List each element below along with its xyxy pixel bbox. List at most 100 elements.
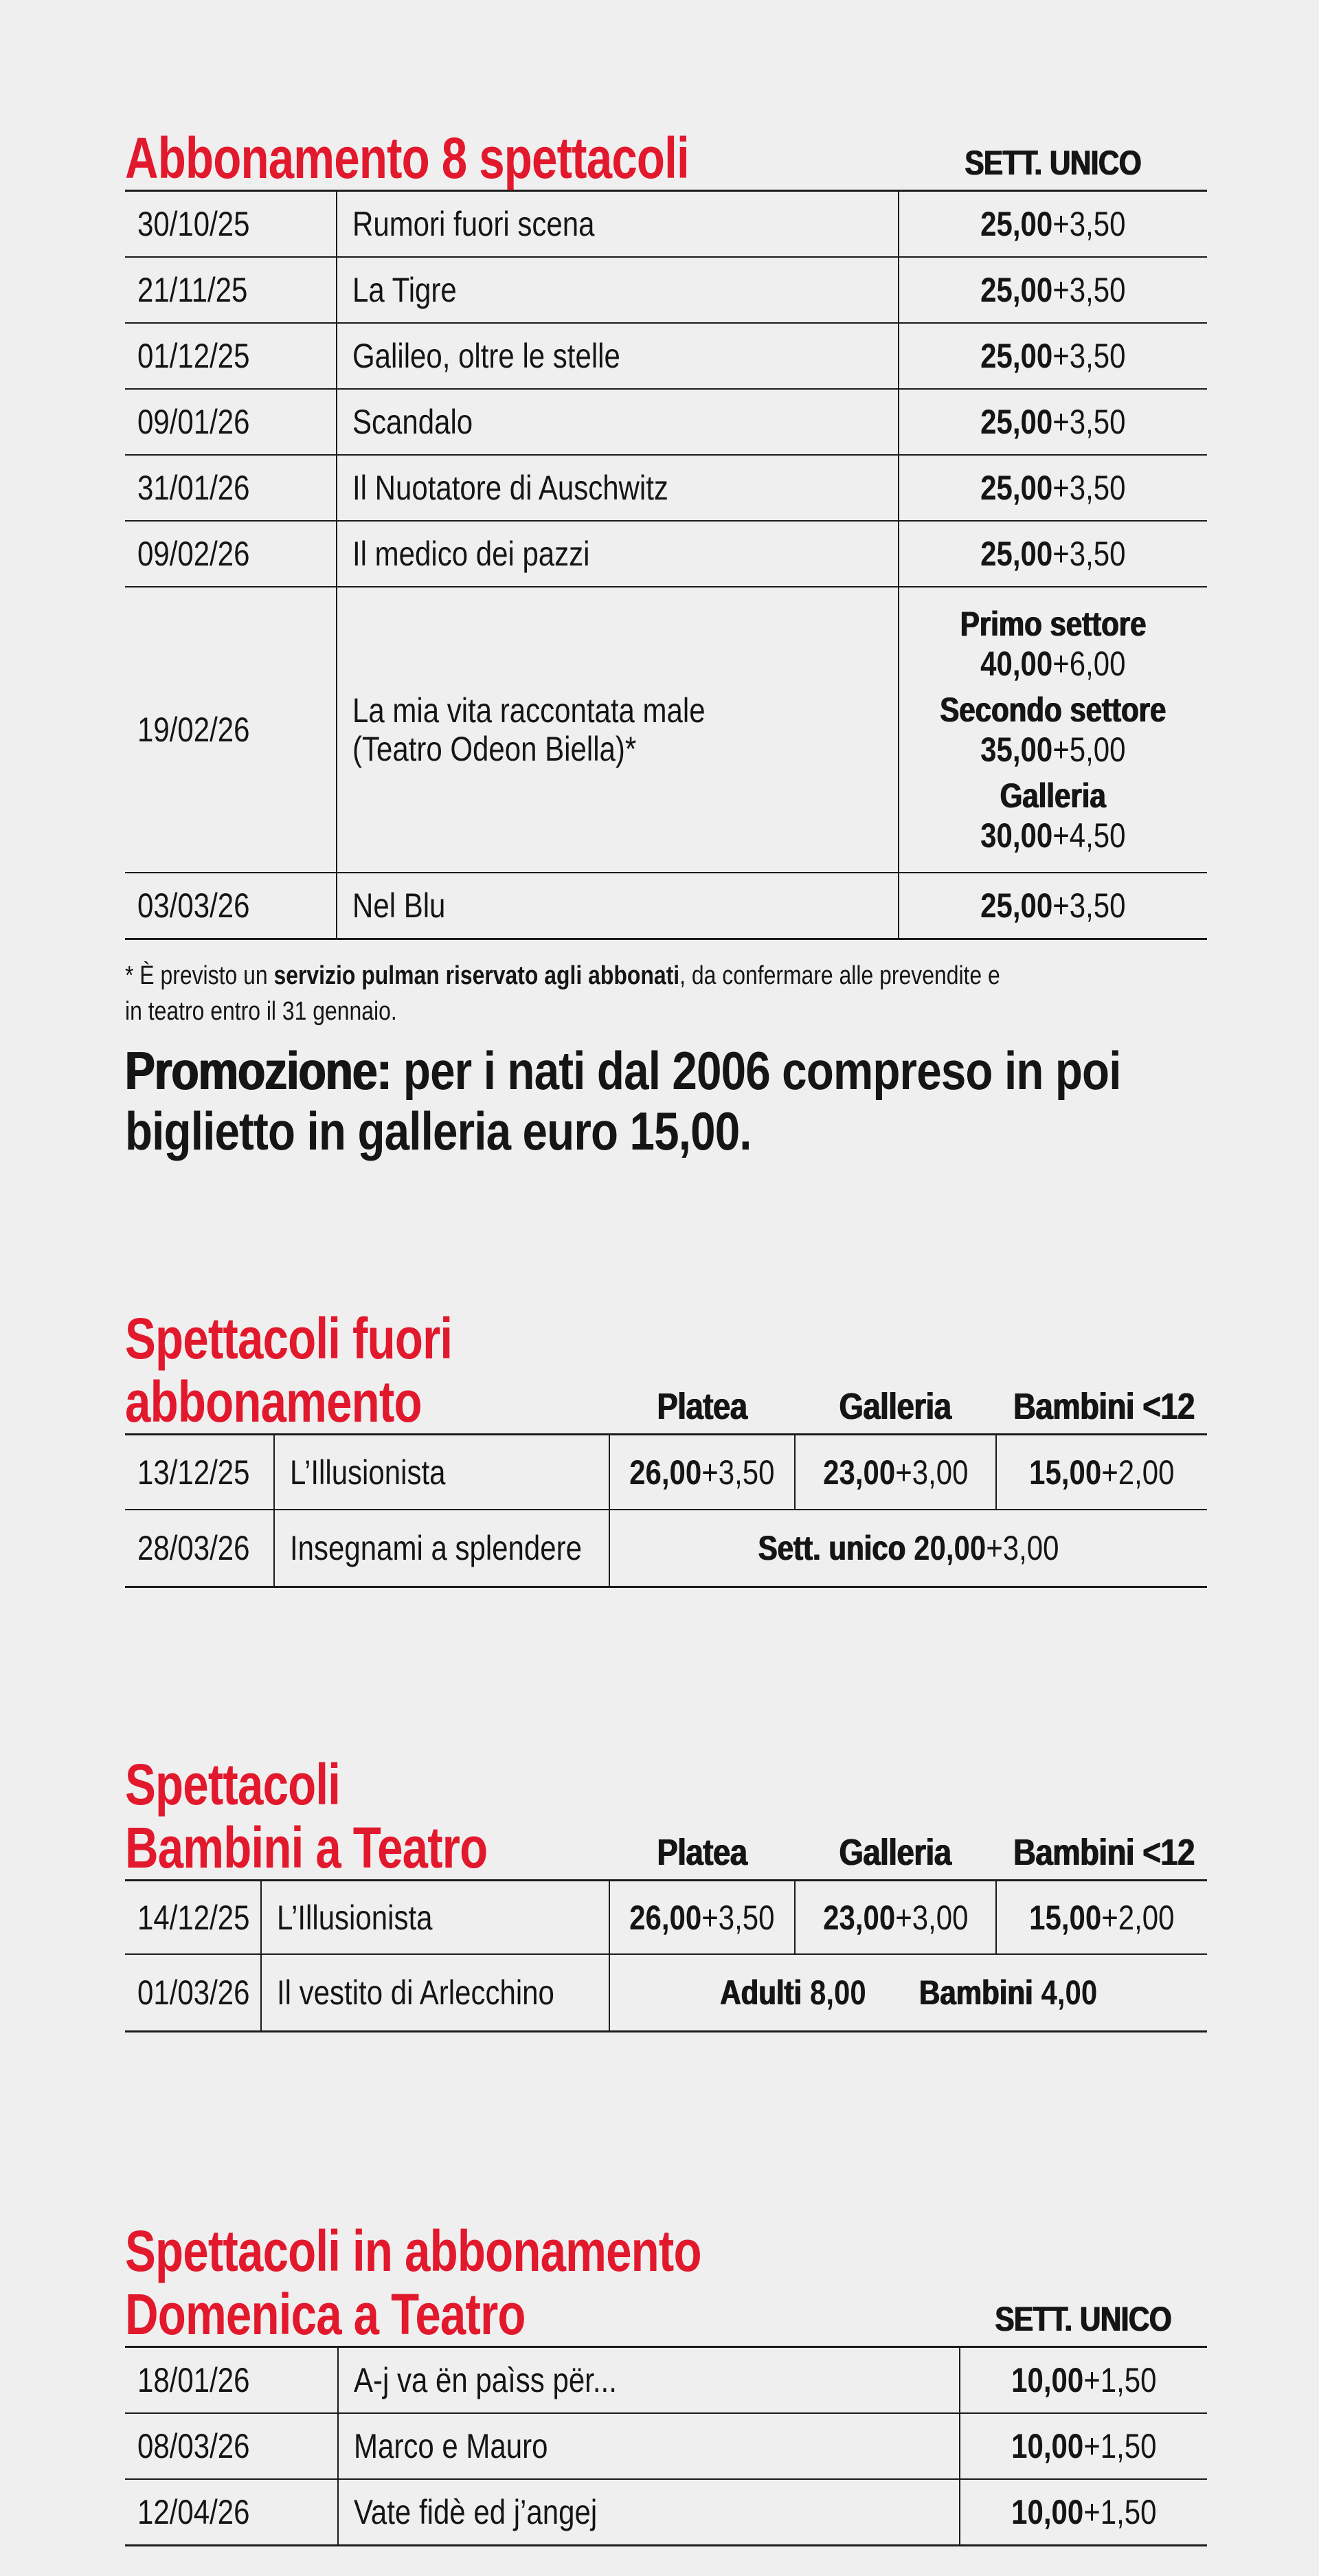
section-title-line2: abbonamento — [125, 1369, 422, 1434]
price-main: 25,00 — [980, 469, 1053, 507]
promo-text: Promozione: per i nati dal 2006 compreso… — [125, 1040, 1207, 1161]
price-main: 25,00 — [980, 205, 1053, 243]
cell-price-bambini: 15,00+2,00 — [996, 1881, 1207, 1955]
price-bambini: 4,00 — [1041, 1973, 1097, 2012]
cell-date: 09/01/26 — [125, 388, 337, 455]
cell-price: 25,00+3,50 — [899, 256, 1207, 323]
abbonamento-header: Abbonamento 8 spettacoli SETT. UNICO — [125, 126, 1207, 190]
section-title-line2: Bambini a Teatro — [125, 1815, 488, 1880]
price-fee: +3,50 — [1052, 403, 1126, 441]
section-title-line1: Spettacoli fuori — [125, 1306, 453, 1371]
cell-show: L’Illusionista — [261, 1880, 610, 1954]
cell-date: 01/12/25 — [125, 322, 337, 389]
price-fee: +2,00 — [1101, 1453, 1175, 1492]
price-fee: +3,50 — [1052, 469, 1126, 507]
show-title-line1: La mia vita raccontata male — [352, 691, 706, 730]
cell-price-bambini: 15,00+2,00 — [996, 1435, 1207, 1510]
cell-date: 12/04/26 — [125, 2478, 339, 2546]
cell-show: Marco e Mauro — [338, 2412, 960, 2479]
price-label-adulti: Adulti — [720, 1973, 802, 2012]
section-abbonamento: Abbonamento 8 spettacoli SETT. UNICO 30/… — [125, 126, 1207, 1161]
table-row: 14/12/25 L’Illusionista 26,00+3,50 23,00… — [125, 1880, 1207, 1955]
table-row: 08/03/26 Marco e Mauro 10,00+1,50 — [125, 2412, 1207, 2479]
cell-price-groups: Adulti 8,00 Bambini 4,00 — [609, 1953, 1207, 2032]
section-bambini-a-teatro: Spettacoli Bambini a Teatro Platea Galle… — [125, 1753, 1207, 2032]
table-row: 03/03/26 Nel Blu 25,00+3,50 — [125, 872, 1207, 939]
bambini-table: 14/12/25 L’Illusionista 26,00+3,50 23,00… — [125, 1879, 1207, 2032]
price-main: 10,00 — [1011, 2427, 1083, 2465]
price-fee: +1,50 — [1083, 2361, 1157, 2399]
price-fee: +1,50 — [1083, 2427, 1157, 2465]
section-title-text: Abbonamento 8 spettacoli — [125, 126, 690, 190]
cell-price: 25,00+3,50 — [899, 872, 1207, 939]
column-header-platea: Platea — [657, 1386, 747, 1427]
column-header-bambini: Bambini <12 — [1013, 1386, 1195, 1427]
price-fee: +1,50 — [1083, 2493, 1157, 2531]
price-main: 15,00 — [1029, 1898, 1102, 1937]
column-header-galleria: Galleria — [839, 1832, 952, 1873]
price-fee: +3,50 — [1052, 535, 1126, 573]
price-fee: +3,50 — [701, 1453, 775, 1492]
section-title-line1: Spettacoli — [125, 1752, 341, 1817]
table-row: 13/12/25 L’Illusionista 26,00+3,50 23,00… — [125, 1434, 1207, 1510]
cell-price: 25,00+3,50 — [899, 322, 1207, 389]
cell-price-platea: 26,00+3,50 — [609, 1880, 796, 1954]
price-fee: +3,50 — [1052, 337, 1126, 375]
table-row: 01/03/26 Il vestito di Arlecchino Adulti… — [125, 1953, 1207, 2032]
price-main: 30,00 — [980, 816, 1053, 855]
domenica-header: Spettacoli in abbonamento Domenica a Tea… — [125, 2219, 1207, 2346]
section-title-abbonamento: Abbonamento 8 spettacoli — [125, 126, 899, 190]
price-main: 35,00 — [980, 730, 1053, 769]
cell-date: 18/01/26 — [125, 2347, 339, 2413]
table-row: 12/04/26 Vate fidè ed j’angej 10,00+1,50 — [125, 2478, 1207, 2546]
cell-price: 25,00+3,50 — [899, 454, 1207, 521]
price-label-bambini: Bambini — [918, 1973, 1033, 2012]
section-title-domenica: Spettacoli in abbonamento Domenica a Tea… — [125, 2219, 960, 2346]
cell-show: Scandalo — [337, 388, 899, 455]
price-main: 25,00 — [980, 403, 1053, 441]
table-row: 28/03/26 Insegnami a splendere Sett. uni… — [125, 1509, 1207, 1587]
cell-date: 30/10/25 — [125, 190, 337, 257]
cell-show: La Tigre — [337, 256, 899, 323]
cell-price-sett-unico: Sett. unico 20,00+3,00 — [609, 1509, 1207, 1587]
column-header-bambini: Bambini <12 — [1013, 1832, 1195, 1873]
price-adulti: 8,00 — [809, 1973, 866, 2012]
cell-date: 14/12/25 — [125, 1880, 262, 1954]
tier-price: 40,00+6,00 — [900, 644, 1206, 684]
cell-date: 31/01/26 — [125, 454, 337, 521]
column-header-sett-unico: SETT. UNICO — [995, 2300, 1172, 2338]
cell-show: A-j va ën paìss për... — [338, 2347, 960, 2413]
table-row: 21/11/25 La Tigre 25,00+3,50 — [125, 256, 1207, 323]
cell-date: 13/12/25 — [125, 1434, 275, 1510]
price-tier: Galleria 30,00+4,50 — [900, 776, 1206, 855]
cell-date: 19/02/26 — [125, 586, 337, 873]
section-domenica-a-teatro: Spettacoli in abbonamento Domenica a Tea… — [125, 2219, 1207, 2546]
price-fee: +4,50 — [1052, 816, 1126, 855]
price-main: 25,00 — [980, 271, 1053, 309]
cell-price-tiers: Primo settore 40,00+6,00 Secondo settore… — [899, 586, 1207, 873]
cell-date: 09/02/26 — [125, 520, 337, 587]
price-main: 10,00 — [1011, 2361, 1083, 2399]
column-header-sett-unico: SETT. UNICO — [965, 144, 1141, 182]
cell-date: 08/03/26 — [125, 2412, 339, 2479]
cell-price: 25,00+3,50 — [899, 520, 1207, 587]
price-main: 23,00 — [822, 1898, 895, 1937]
cell-price-galleria: 23,00+3,00 — [795, 1880, 997, 1954]
bambini-header: Spettacoli Bambini a Teatro Platea Galle… — [125, 1753, 1207, 1879]
footnote-bold-text: servizio pulman riservato agli abbonati — [273, 961, 680, 990]
price-fee: +3,00 — [894, 1898, 969, 1937]
tier-price: 30,00+4,50 — [900, 816, 1206, 855]
footnote-text: , da confermare alle prevendite e — [679, 961, 1000, 990]
price-fee: +5,00 — [1052, 730, 1126, 769]
price-main: 15,00 — [1029, 1453, 1102, 1492]
cell-price: 25,00+3,50 — [899, 191, 1207, 258]
fuori-header: Spettacoli fuori abbonamento Platea Gall… — [125, 1307, 1207, 1433]
cell-date: 21/11/25 — [125, 256, 337, 323]
tier-label: Secondo settore — [940, 691, 1166, 729]
cell-date: 28/03/26 — [125, 1509, 275, 1587]
price-main: 25,00 — [980, 535, 1053, 573]
bus-service-footnote: * È previsto un servizio pulman riservat… — [125, 958, 1207, 1029]
tier-label: Primo settore — [960, 605, 1147, 643]
footnote-text: * È previsto un — [125, 961, 274, 990]
table-row: 09/02/26 Il medico dei pazzi 25,00+3,50 — [125, 520, 1207, 587]
